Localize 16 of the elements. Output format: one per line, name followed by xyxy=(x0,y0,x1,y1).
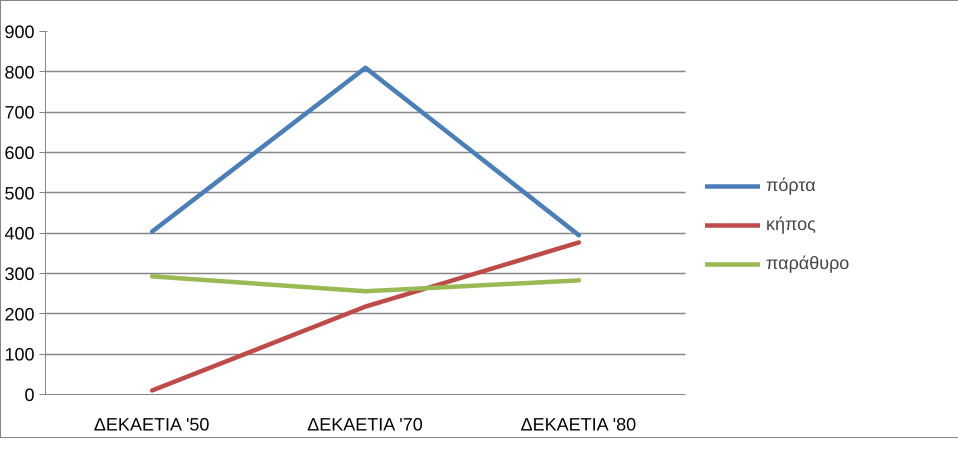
y-tick-label: 200 xyxy=(4,304,35,324)
y-tick-label: 700 xyxy=(4,102,35,123)
y-tick-label: 900 xyxy=(4,22,35,42)
x-tick-label: ΔΕΚΑΕΤΙΑ '50 xyxy=(94,414,210,434)
y-tick-label: 800 xyxy=(4,62,35,82)
y-tick-label: 0 xyxy=(24,385,35,405)
x-tick-label: ΔΕΚΑΕΤΙΑ '70 xyxy=(307,414,423,434)
legend-label: παράθυρο xyxy=(766,253,850,274)
y-tick-label: 500 xyxy=(4,183,35,204)
y-tick-label: 300 xyxy=(4,264,35,284)
y-tick-label: 600 xyxy=(4,143,35,163)
legend-label: πόρτα xyxy=(766,175,816,196)
legend-label: κήπος xyxy=(766,214,816,235)
x-tick-label: ΔΕΚΑΕΤΙΑ '80 xyxy=(520,414,636,434)
y-tick-label: 400 xyxy=(4,224,35,244)
y-tick-label: 100 xyxy=(4,344,35,365)
